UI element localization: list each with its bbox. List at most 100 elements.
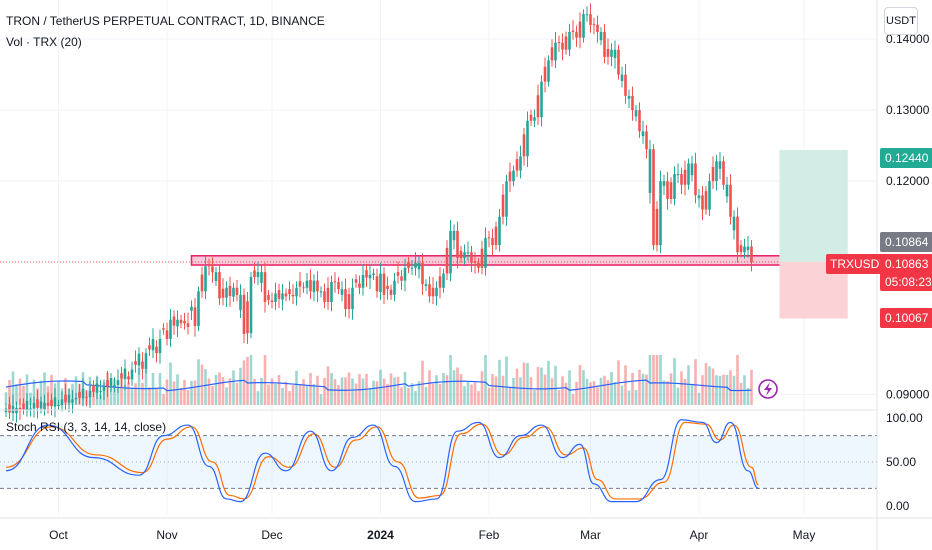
volume-bar xyxy=(571,393,575,405)
candle-body xyxy=(711,166,715,182)
volume-bar xyxy=(729,370,732,405)
time-tick-label: May xyxy=(793,528,816,542)
candle-body xyxy=(725,184,729,197)
grid-lines xyxy=(0,0,877,514)
volume-bar xyxy=(179,387,183,405)
candle-body xyxy=(116,380,120,386)
candle-body xyxy=(533,117,536,121)
candle-body xyxy=(277,290,281,299)
volume-bar xyxy=(260,377,263,405)
volume-bar xyxy=(155,387,158,405)
volume-bar xyxy=(281,388,284,405)
volume-bar xyxy=(319,394,323,405)
candle-body xyxy=(722,161,725,185)
candle-body xyxy=(302,287,305,289)
candle-body xyxy=(127,376,130,380)
volume-bar xyxy=(421,360,424,405)
time-tick-label: Dec xyxy=(261,528,282,542)
volume-bar xyxy=(386,383,389,405)
candle-body xyxy=(134,361,137,365)
candle-body xyxy=(592,24,596,26)
volume-bar xyxy=(589,382,592,405)
target-zone xyxy=(779,149,848,262)
volume-bar xyxy=(162,393,165,405)
volume-bar xyxy=(130,387,134,405)
volume-bar xyxy=(452,370,456,405)
volume-bar xyxy=(50,374,53,405)
candle-body xyxy=(326,287,330,302)
candle-body xyxy=(249,277,253,334)
volume-bar xyxy=(197,359,200,405)
candle-body xyxy=(501,194,505,217)
volume-bar xyxy=(207,378,211,405)
candle-body xyxy=(718,161,722,169)
candle-body xyxy=(729,184,732,217)
candle-body xyxy=(571,30,575,32)
risk-reward-box xyxy=(779,149,848,319)
volume-bar xyxy=(351,378,354,405)
candle-body xyxy=(372,273,375,275)
candle-body xyxy=(165,330,169,339)
volume-bar xyxy=(274,384,277,405)
volume-bar xyxy=(491,374,494,405)
volume-bar xyxy=(473,382,477,405)
volume-bar xyxy=(680,371,683,405)
volume-bar xyxy=(736,355,739,405)
candle-body xyxy=(337,282,340,290)
volume-bar xyxy=(550,378,554,405)
volume-bar xyxy=(669,373,673,405)
candle-body xyxy=(554,42,557,61)
volume-bar xyxy=(515,368,519,405)
volume-bar xyxy=(603,375,606,405)
volume-bar xyxy=(610,371,613,405)
candle-body xyxy=(386,285,389,289)
volume-bar xyxy=(305,385,309,405)
volume-bar xyxy=(466,380,470,405)
volume-bar xyxy=(298,384,302,405)
volume-bar xyxy=(389,373,393,405)
volume-bar xyxy=(344,377,347,405)
candle-body xyxy=(487,237,491,239)
candle-body xyxy=(330,282,333,302)
volume-bar xyxy=(648,355,652,405)
volume-bar xyxy=(477,391,480,405)
volume-bar xyxy=(449,355,452,405)
volume-bar xyxy=(39,380,43,405)
volume-bar xyxy=(193,380,197,405)
candle-body xyxy=(179,319,183,324)
volume-bar xyxy=(270,378,274,405)
volume-bar xyxy=(529,377,533,405)
lightning-icon[interactable] xyxy=(758,379,778,399)
volume-bar xyxy=(613,382,617,405)
candle-body xyxy=(540,81,543,118)
candle-body xyxy=(151,338,155,351)
candle-body xyxy=(8,404,11,413)
candle-body xyxy=(39,401,43,409)
volume-bar xyxy=(127,381,130,405)
stoch-rsi-label: Stoch RSI (3, 3, 14, 14, close) xyxy=(6,420,167,434)
candle-body xyxy=(494,226,498,246)
currency-button[interactable]: USDT xyxy=(884,7,918,35)
volume-bar xyxy=(333,379,337,405)
volume-bar xyxy=(403,371,407,405)
candle-body xyxy=(582,14,585,38)
candle-body xyxy=(431,287,435,297)
volume-bar xyxy=(582,370,585,405)
volume-bar xyxy=(235,382,239,405)
time-tick-label: Feb xyxy=(479,528,500,542)
candle-body xyxy=(438,276,442,288)
volume-bar xyxy=(204,369,207,405)
volume-bar xyxy=(652,355,655,405)
candle-body xyxy=(512,170,515,182)
candle-body xyxy=(505,181,508,217)
candle-body xyxy=(319,291,323,293)
candle-body xyxy=(445,247,449,274)
candle-body xyxy=(617,49,620,75)
candle-body xyxy=(421,262,424,285)
candle-body xyxy=(270,300,274,302)
candle-body xyxy=(655,208,659,246)
candle-body xyxy=(67,394,71,403)
candle-body xyxy=(246,301,249,334)
